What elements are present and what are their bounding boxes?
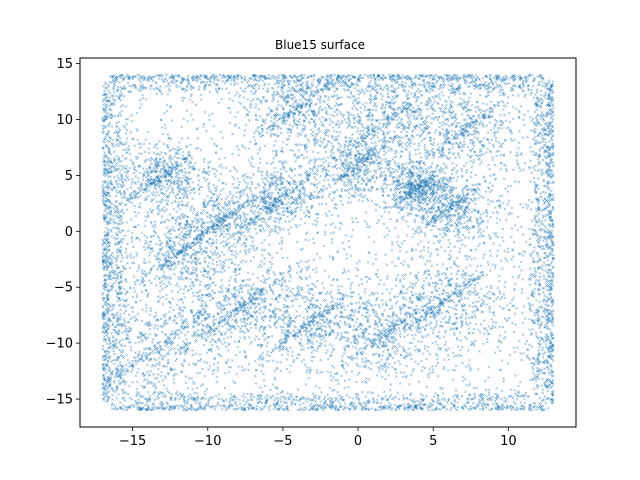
x-tick-label: 10 xyxy=(500,434,517,449)
y-tick-label: −5 xyxy=(54,281,73,296)
y-tick-label: −15 xyxy=(46,393,73,408)
x-tick-label: 0 xyxy=(354,434,362,449)
points-layer xyxy=(101,73,555,412)
x-tick-label: −15 xyxy=(119,434,146,449)
x-tick-label: 5 xyxy=(429,434,437,449)
y-tick-label: −10 xyxy=(46,337,73,352)
y-axis: −15 −10 −5 0 5 10 15 xyxy=(46,57,80,408)
y-tick-label: 10 xyxy=(56,113,73,128)
x-tick-label: −10 xyxy=(194,434,221,449)
x-tick-label: −5 xyxy=(273,434,292,449)
y-tick-label: 15 xyxy=(56,57,73,72)
x-axis: −15 −10 −5 0 5 10 xyxy=(119,427,517,449)
chart-title: Blue15 surface xyxy=(275,38,365,52)
y-tick-label: 0 xyxy=(65,225,73,240)
y-tick-label: 5 xyxy=(65,169,73,184)
scatter-points xyxy=(101,73,555,412)
